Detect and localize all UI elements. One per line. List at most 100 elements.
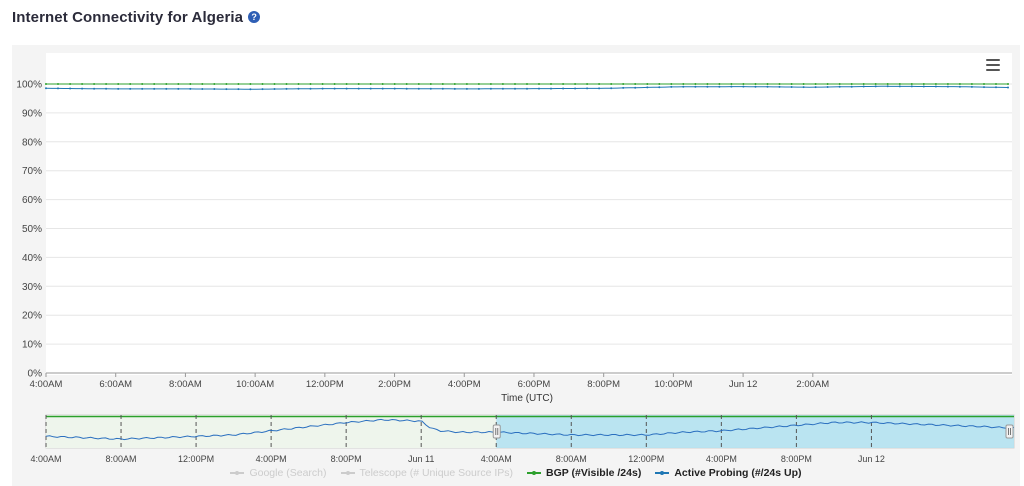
navigator-right-handle[interactable] [1005, 424, 1014, 439]
active-probing-series-point [117, 87, 120, 90]
x-tick-label: Jun 12 [729, 379, 758, 390]
y-tick-label: 60% [22, 195, 42, 206]
x-tick-label: 2:00AM [796, 379, 829, 390]
legend-item[interactable]: Active Probing (#/24s Up) [655, 467, 802, 479]
active-probing-series-point [225, 88, 228, 91]
active-probing-series-point [201, 88, 204, 90]
active-probing-series-point [321, 87, 324, 90]
bgp-series-point [393, 83, 396, 85]
bgp-series-point [802, 83, 805, 85]
active-probing-series-point [369, 87, 372, 90]
active-probing-series-point [790, 86, 793, 88]
active-probing-series-point [129, 87, 132, 90]
active-probing-series-point [682, 85, 685, 88]
bgp-series-point [357, 83, 360, 85]
bgp-series-point [514, 83, 516, 85]
bgp-series-point [333, 83, 336, 85]
bgp-series-point [586, 83, 589, 85]
active-probing-series-point [802, 86, 805, 89]
active-probing-series-point [357, 87, 360, 90]
y-tick-label: 100% [16, 80, 42, 91]
active-probing-series-point [706, 85, 709, 88]
x-tick-label: 2:00PM [378, 379, 411, 390]
x-tick-label: 6:00AM [99, 379, 132, 390]
legend-item[interactable]: Telescope (# Unique Source IPs) [340, 467, 514, 479]
active-probing-series-point [153, 87, 156, 90]
active-probing-series-point [766, 85, 769, 88]
active-probing-series-point [850, 85, 853, 88]
active-probing-series-point [93, 87, 96, 90]
chart-legend: Google (Search) Telescope (# Unique Sourc… [12, 465, 1020, 479]
bgp-series-point [249, 83, 252, 85]
active-probing-series-point [1007, 86, 1009, 89]
legend-swatch [655, 471, 670, 475]
legend-label: Google (Search) [249, 467, 327, 479]
navigator-selected-range[interactable] [496, 415, 1014, 448]
y-tick-label: 80% [22, 137, 42, 148]
bgp-series-point [213, 83, 216, 85]
hamburger-menu-icon[interactable] [986, 59, 1000, 71]
active-probing-series-point [934, 85, 937, 88]
active-probing-series-point [189, 87, 192, 90]
active-probing-series-point [81, 87, 84, 90]
x-tick-label: 8:00AM [169, 379, 202, 390]
plot-background [46, 53, 1012, 375]
x-tick-label: 10:00AM [236, 379, 274, 390]
navigator-tick-label: 4:00PM [706, 454, 737, 464]
bgp-series-point [790, 83, 793, 85]
active-probing-series-point [646, 86, 649, 89]
y-tick-label: 10% [22, 340, 42, 351]
active-probing-series-point [958, 85, 961, 88]
x-tick-label: 12:00PM [306, 379, 344, 390]
bgp-series-point [417, 83, 420, 85]
y-tick-label: 40% [22, 253, 42, 264]
bgp-series-point [898, 83, 901, 85]
active-probing-series-point [718, 85, 721, 88]
active-probing-series-point [814, 86, 817, 89]
bgp-series-point [69, 83, 72, 85]
legend-label: Telescope (# Unique Source IPs) [359, 467, 514, 479]
page-header: Internet Connectivity for Algeria ? [12, 6, 261, 28]
page-title: Internet Connectivity for Algeria [12, 8, 244, 26]
active-probing-series-point [309, 87, 312, 90]
active-probing-series-point [393, 87, 396, 90]
y-tick-label: 90% [22, 108, 42, 119]
bgp-series-point [465, 83, 468, 85]
bgp-series-point [81, 83, 84, 85]
y-tick-label: 20% [22, 311, 42, 322]
bgp-series-point [177, 83, 180, 85]
legend-item[interactable]: Google (Search) [230, 467, 327, 479]
x-tick-label: 4:00PM [448, 379, 481, 390]
bgp-series-point [562, 83, 565, 85]
active-probing-series-point [333, 87, 336, 90]
active-probing-series-point [550, 87, 552, 90]
active-probing-series-point [995, 86, 997, 89]
bgp-series-point [273, 83, 276, 85]
x-tick-label: 8:00PM [587, 379, 620, 390]
bgp-series-point [538, 83, 540, 85]
active-probing-series-point [405, 87, 408, 90]
bgp-series-point [850, 83, 853, 85]
navigator-tick-label: Jun 12 [858, 454, 885, 464]
x-tick-label: 10:00PM [654, 379, 692, 390]
navigator-tick-label: 12:00PM [178, 454, 214, 464]
bgp-series-point [489, 83, 492, 85]
bgp-series-point [646, 83, 649, 85]
bgp-series-point [381, 83, 384, 85]
question-circle-icon[interactable]: ? [248, 11, 261, 23]
active-probing-series-point [598, 87, 601, 90]
active-probing-series-point [574, 87, 577, 90]
bgp-series-point [610, 83, 613, 85]
bgp-series-point [634, 83, 637, 85]
navigator-left-handle[interactable] [492, 424, 501, 439]
active-probing-series-point [622, 86, 625, 89]
y-tick-label: 50% [22, 224, 42, 235]
active-probing-series-point [562, 87, 565, 90]
bgp-series-point [237, 83, 240, 85]
y-tick-label: 0% [28, 369, 43, 380]
navigator-tick-label: 4:00PM [256, 454, 287, 464]
bgp-series-point [225, 83, 228, 85]
navigator-tick-label: 4:00AM [481, 454, 512, 464]
legend-item[interactable]: BGP (#Visible /24s) [527, 467, 641, 479]
active-probing-series-point [237, 88, 240, 91]
